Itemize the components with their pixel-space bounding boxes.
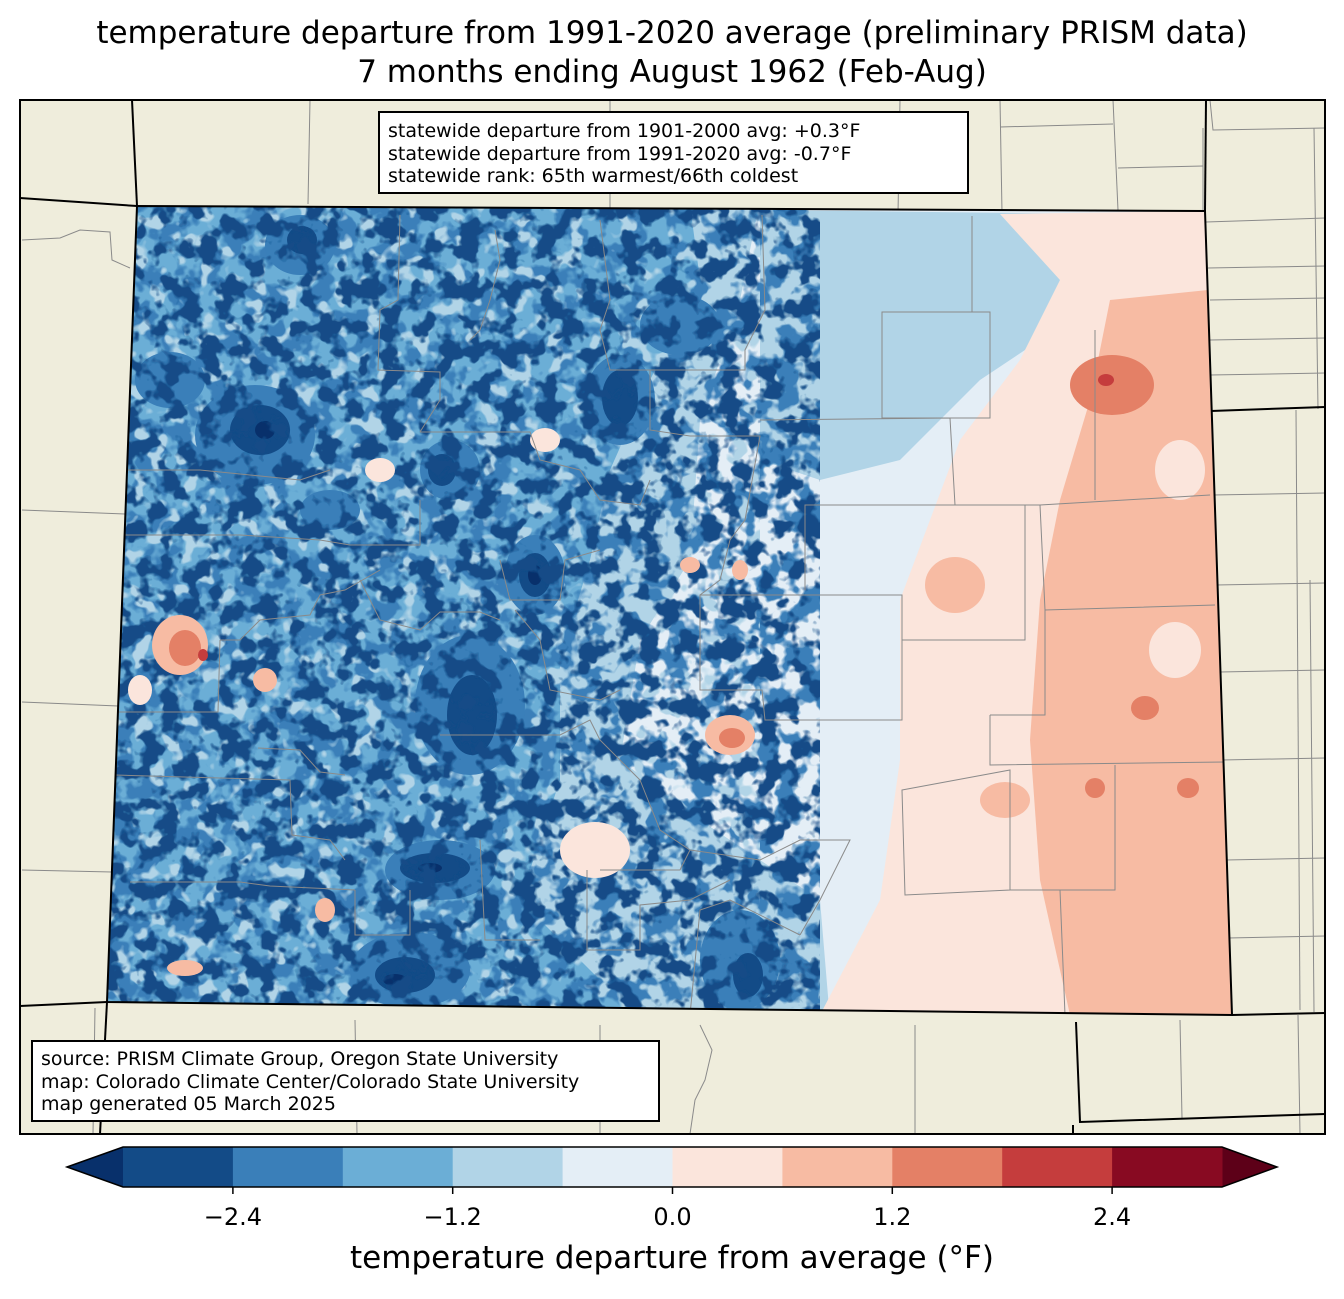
source-credit: source: PRISM Climate Group, Oregon Stat… bbox=[41, 1048, 559, 1070]
colorbar-label: temperature departure from average (°F) bbox=[350, 1240, 994, 1276]
colorbar-segment bbox=[1002, 1147, 1113, 1187]
colorbar-segment bbox=[892, 1147, 1003, 1187]
colorbar-tick-label: −1.2 bbox=[423, 1203, 482, 1231]
colorbar-outline bbox=[64, 1146, 1280, 1188]
stats-departure-1901-2000: statewide departure from 1901-2000 avg: … bbox=[388, 120, 861, 142]
colorbar-segment bbox=[1112, 1147, 1223, 1187]
source-credits-box: source: PRISM Climate Group, Oregon Stat… bbox=[31, 1040, 660, 1122]
colorbar-segment bbox=[232, 1147, 344, 1187]
map-border bbox=[19, 99, 1326, 1135]
temperature-field bbox=[107, 206, 1232, 1015]
generated-date: map generated 05 March 2025 bbox=[41, 1093, 336, 1115]
colorbar-tick-label: 2.4 bbox=[1093, 1203, 1132, 1231]
colorbar-tick-label: 0.0 bbox=[653, 1203, 692, 1231]
colorbar bbox=[64, 1146, 1280, 1194]
stats-departure-1991-2020: statewide departure from 1991-2020 avg: … bbox=[388, 142, 852, 165]
colorbar-under-extension bbox=[67, 1147, 123, 1187]
colorbar-tick-label: −2.4 bbox=[203, 1203, 263, 1231]
colorbar-segment bbox=[672, 1147, 783, 1187]
colorbar-segment bbox=[782, 1147, 893, 1187]
colorbar-segment bbox=[452, 1147, 564, 1187]
map-frame bbox=[20, 100, 1325, 1134]
colorbar-over-extension bbox=[1222, 1147, 1277, 1187]
colorbar-segment bbox=[562, 1147, 673, 1187]
stats-rank: statewide rank: 65th warmest/66th coldes… bbox=[388, 165, 799, 187]
map-title-line2: 7 months ending August 1962 (Feb-Aug) bbox=[357, 54, 987, 90]
statewide-stats-box: statewide departure from 1901-2000 avg: … bbox=[378, 111, 969, 194]
map-title-line1: temperature departure from 1991-2020 ave… bbox=[96, 15, 1248, 51]
colorbar-segment bbox=[342, 1147, 454, 1187]
colorbar-tick-label: 1.2 bbox=[873, 1203, 912, 1231]
colorbar-segment bbox=[123, 1147, 234, 1187]
map-credit: map: Colorado Climate Center/Colorado St… bbox=[41, 1070, 580, 1093]
state-boundaries bbox=[20, 100, 1325, 1134]
